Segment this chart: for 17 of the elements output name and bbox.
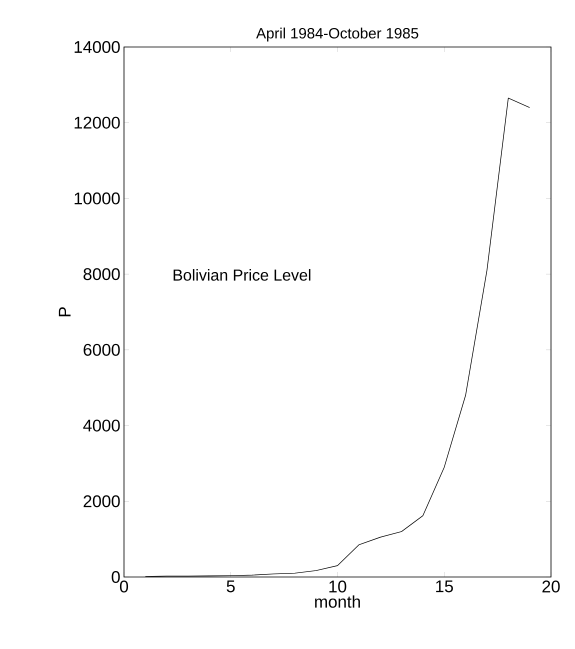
x-tick-label: 0 — [120, 580, 128, 593]
y-axis-title: P — [58, 307, 71, 316]
x-tick-label: 5 — [226, 580, 235, 592]
y-tick-label: 4000 — [83, 420, 120, 432]
x-tick-label: 10 — [329, 580, 346, 593]
y-tick-label: 6000 — [84, 344, 120, 356]
x-tick-label: 15 — [436, 580, 453, 592]
chart-title: April 1984-October 1985 — [256, 28, 418, 42]
y-tick-label: 2000 — [84, 495, 120, 508]
x-tick-label: 20 — [542, 580, 560, 593]
y-tick-label: 10000 — [74, 192, 120, 204]
x-axis-title: month — [315, 595, 360, 608]
y-tick-label: 8000 — [84, 268, 120, 280]
y-tick-label: 12000 — [74, 116, 120, 129]
annotation: Bolivian Price Level — [174, 269, 310, 281]
y-tick-label: 0 — [112, 570, 120, 583]
y-tick-label: 14000 — [74, 40, 120, 53]
